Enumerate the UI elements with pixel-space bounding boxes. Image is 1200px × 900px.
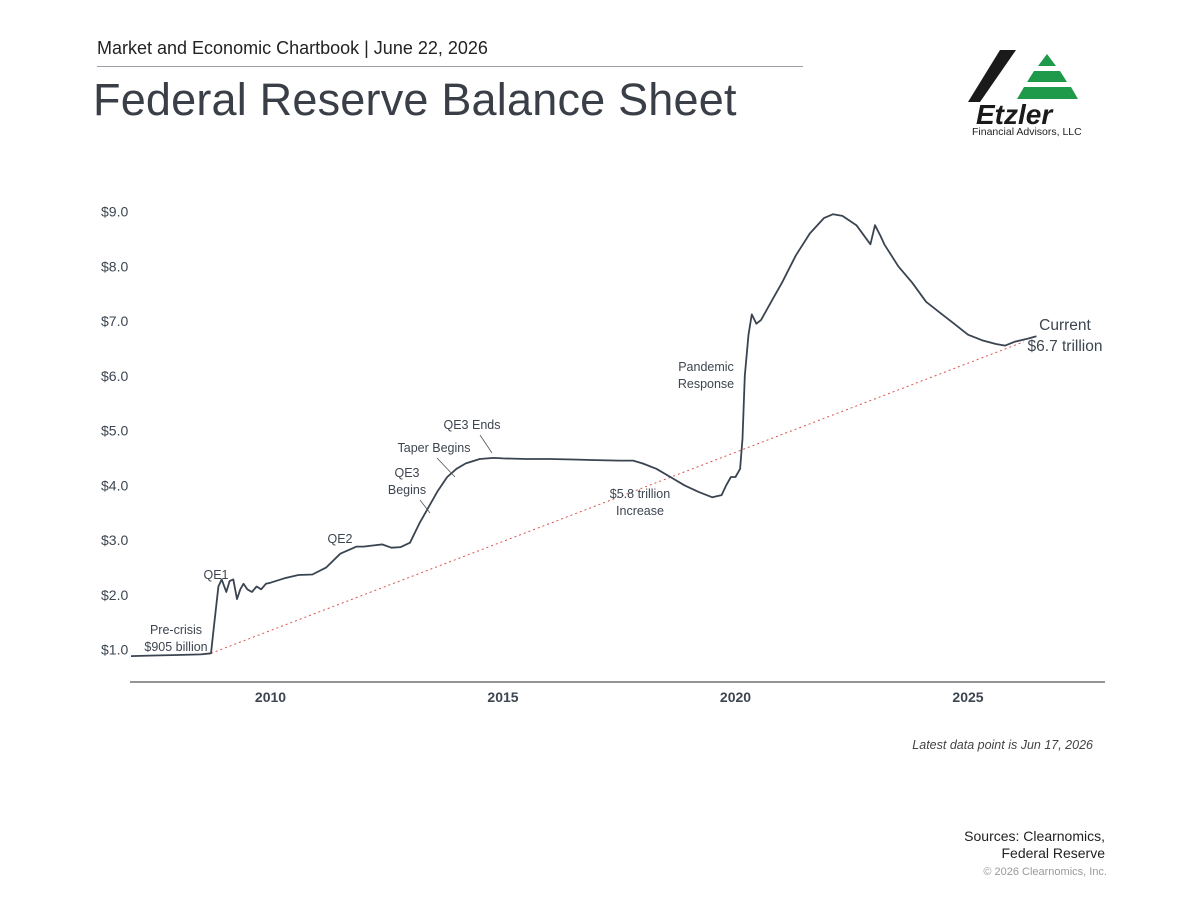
qe3ends-leader bbox=[479, 434, 493, 454]
annotation-precrisis: Pre-crisis bbox=[150, 623, 202, 637]
y-tick-label: $9.0 bbox=[101, 204, 128, 220]
y-tick-label: $8.0 bbox=[101, 258, 128, 274]
annotation-pandemic: Pandemic bbox=[678, 360, 734, 374]
annotation-qe1: QE1 bbox=[203, 568, 228, 582]
annotation-qe2: QE2 bbox=[327, 532, 352, 546]
annotation-qe3ends: QE3 Ends bbox=[444, 418, 501, 432]
sources-line-2: Federal Reserve bbox=[1001, 845, 1106, 861]
annotation-qe3begins: Begins bbox=[388, 483, 426, 497]
latest-data-note: Latest data point is Jun 17, 2026 bbox=[912, 738, 1093, 752]
x-tick-label: 2025 bbox=[952, 689, 983, 705]
etzler-logo: Etzler bbox=[968, 48, 1092, 140]
annotation-current: Current bbox=[1039, 317, 1091, 334]
annotation-current: $6.7 trillion bbox=[1028, 338, 1103, 355]
trend-line bbox=[210, 341, 1024, 654]
sources-line-1: Sources: Clearnomics, bbox=[964, 828, 1105, 844]
sources-block: Sources: Clearnomics, Federal Reserve bbox=[964, 828, 1105, 862]
copyright: © 2026 Clearnomics, Inc. bbox=[983, 866, 1107, 878]
header-divider bbox=[97, 66, 803, 67]
x-tick-label: 2020 bbox=[720, 689, 751, 705]
taper-leader bbox=[436, 457, 456, 478]
y-tick-label: $3.0 bbox=[101, 532, 128, 548]
annotation-qe3begins: QE3 bbox=[394, 466, 419, 480]
y-tick-label: $6.0 bbox=[101, 368, 128, 384]
annotation-precrisis: $905 billion bbox=[144, 640, 207, 654]
annotation-pandemic: Response bbox=[678, 377, 734, 391]
logo-wordmark: Etzler bbox=[976, 99, 1054, 130]
annotation-taper: Taper Begins bbox=[398, 441, 471, 455]
y-tick-label: $4.0 bbox=[101, 477, 128, 493]
logo-caption: Financial Advisors, LLC bbox=[972, 126, 1082, 138]
chartbook-header: Market and Economic Chartbook | June 22,… bbox=[97, 38, 488, 58]
logo-mark-icon: Etzler bbox=[968, 50, 1078, 130]
page-title: Federal Reserve Balance Sheet bbox=[93, 74, 737, 125]
balance-sheet-line bbox=[130, 213, 1037, 657]
y-tick-label: $7.0 bbox=[101, 313, 128, 329]
annotation-increase: Increase bbox=[616, 504, 664, 518]
x-tick-label: 2015 bbox=[487, 689, 518, 705]
y-tick-label: $5.0 bbox=[101, 423, 128, 439]
y-tick-label: $1.0 bbox=[101, 642, 128, 658]
y-tick-label: $2.0 bbox=[101, 587, 128, 603]
x-tick-label: 2010 bbox=[255, 689, 286, 705]
qe3begins-leader bbox=[419, 499, 431, 514]
annotation-increase: $5.8 trillion bbox=[610, 487, 670, 501]
